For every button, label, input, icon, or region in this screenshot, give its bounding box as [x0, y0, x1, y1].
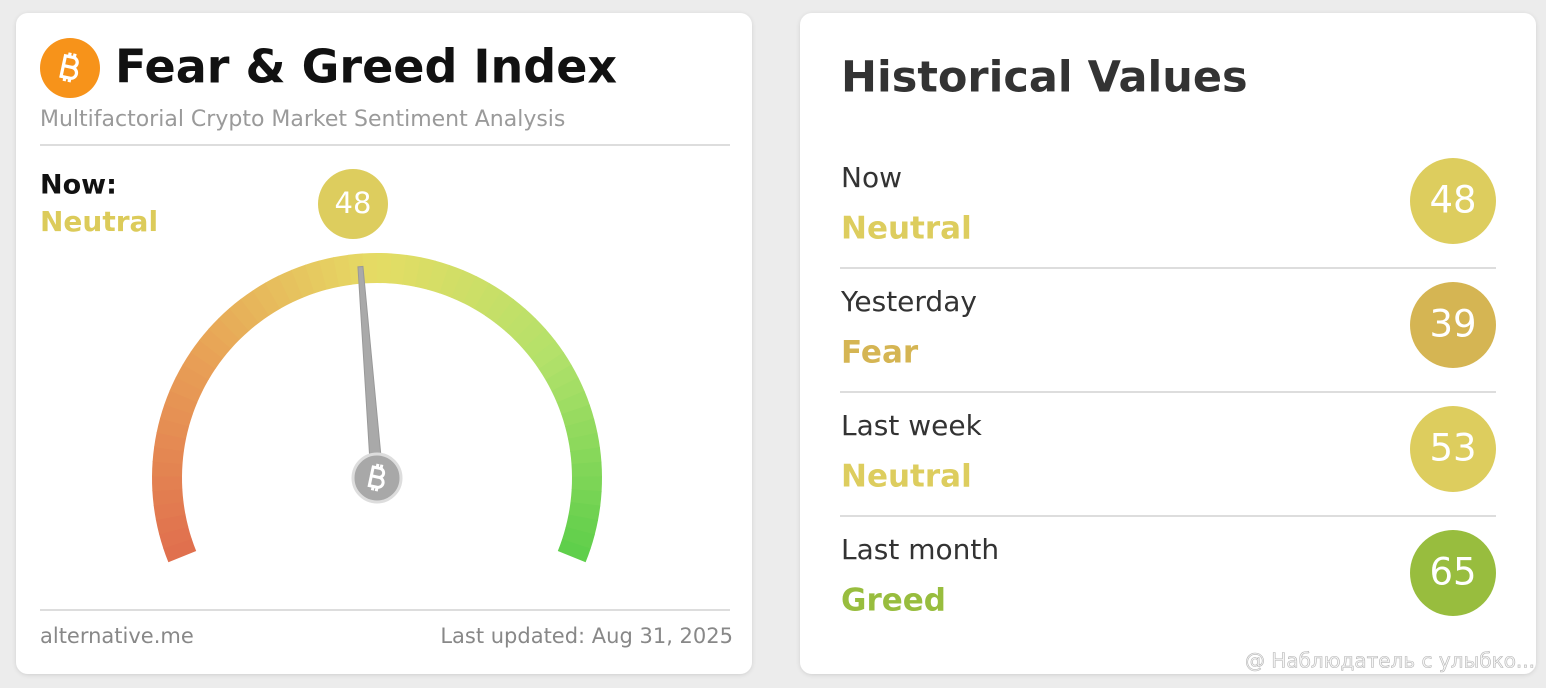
row-value: 48	[1429, 179, 1476, 222]
gauge-arc	[523, 329, 556, 360]
hub-glyph-path	[367, 463, 386, 492]
gauge-arc	[277, 269, 304, 303]
gauge-arc	[319, 257, 340, 290]
row-bubble	[1410, 158, 1496, 244]
gauge-arc	[565, 418, 598, 440]
gauge-arc	[570, 447, 602, 465]
gauge-arc	[414, 257, 436, 290]
row-value: 53	[1429, 427, 1476, 470]
gauge-arc	[561, 404, 595, 428]
row-classification: Fear	[841, 335, 919, 371]
row-value: 65	[1429, 551, 1476, 594]
gauge-arc	[156, 417, 190, 439]
gauge-arc	[538, 352, 572, 381]
bitcoin-glyph	[59, 52, 79, 83]
gauge-arc	[240, 290, 270, 324]
history-rows: Now Neutral 48 Yesterday Fear 39 Last week Neut…	[840, 158, 1496, 619]
gauge-arc	[264, 275, 292, 309]
row-value: 39	[1429, 303, 1476, 346]
gauge-arc	[333, 254, 353, 287]
gauge-arc	[182, 351, 216, 380]
value-text: 48	[335, 186, 372, 220]
gauge-arc	[164, 390, 198, 415]
gauge-arc	[159, 526, 192, 549]
gauge-arc	[169, 376, 203, 403]
gauge-arc	[439, 264, 464, 299]
hub-glyph	[367, 463, 386, 492]
gauge-arc	[484, 290, 515, 324]
gauge-arc	[565, 514, 599, 536]
history-title: Historical Values	[841, 53, 1248, 103]
gauge-arc	[190, 339, 224, 370]
gauge-arc	[229, 298, 260, 332]
gauge-arc	[570, 489, 602, 507]
gauge-arc	[154, 432, 187, 452]
gauge-arc	[505, 308, 537, 341]
row-classification: Neutral	[841, 459, 972, 495]
row-bubble	[1410, 406, 1496, 492]
gauge-arc	[153, 501, 186, 521]
gauge-arc	[163, 538, 197, 563]
row-label: Now	[841, 161, 902, 194]
gauge-arc	[199, 328, 232, 359]
gauge-arc	[568, 501, 601, 521]
row-bubble	[1410, 282, 1496, 368]
card-subtitle: Multifactorial Crypto Market Sentiment A…	[40, 107, 565, 132]
source: alternative.me	[40, 624, 194, 648]
row-label: Last week	[841, 409, 983, 442]
gauge-arc	[160, 403, 193, 427]
value-bubble	[318, 169, 388, 239]
gauge-arc	[531, 340, 564, 370]
gauge-arc	[427, 260, 450, 294]
gauge-arc	[561, 526, 595, 550]
gauge-arc	[545, 364, 579, 392]
gauge-arc	[474, 282, 503, 316]
gauge-arc	[557, 539, 591, 563]
row-label: Last month	[841, 533, 999, 566]
row-classification: Greed	[841, 583, 946, 619]
row-classification: Neutral	[841, 211, 972, 247]
gauge-arc	[556, 390, 590, 416]
gauge-arc	[567, 432, 600, 453]
gauge	[152, 253, 602, 563]
gauge-arc	[208, 317, 241, 349]
gauge-arc	[218, 307, 250, 340]
watermark: @ Наблюдатель с улыбко...	[1245, 649, 1535, 673]
last-updated: Last updated: Aug 31, 2025	[440, 624, 733, 648]
gauge-arc	[514, 318, 547, 350]
gauge-arc	[152, 488, 184, 506]
gauge-arc	[252, 282, 281, 316]
gauge-arc	[402, 254, 422, 287]
gauge-arc	[152, 461, 183, 477]
row-bubble	[1410, 530, 1496, 616]
row-label: Yesterday	[840, 285, 977, 318]
gauge-arc	[462, 276, 490, 310]
gauge-arc	[551, 377, 585, 404]
card-title: Fear & Greed Index	[115, 40, 617, 94]
gauge-arc	[389, 253, 407, 285]
gauge-arc	[571, 461, 602, 478]
gauge-arc	[451, 269, 477, 304]
gauge-arc	[175, 363, 209, 391]
gauge-arc	[304, 260, 328, 294]
now-label: Now:	[40, 170, 117, 201]
gauge-arc	[291, 264, 316, 298]
gauge-arc	[155, 513, 189, 535]
classification: Neutral	[40, 205, 158, 238]
gauge-arc	[152, 446, 184, 465]
index-card	[16, 13, 752, 674]
gauge-arc	[495, 299, 526, 332]
history-card	[800, 13, 1536, 674]
